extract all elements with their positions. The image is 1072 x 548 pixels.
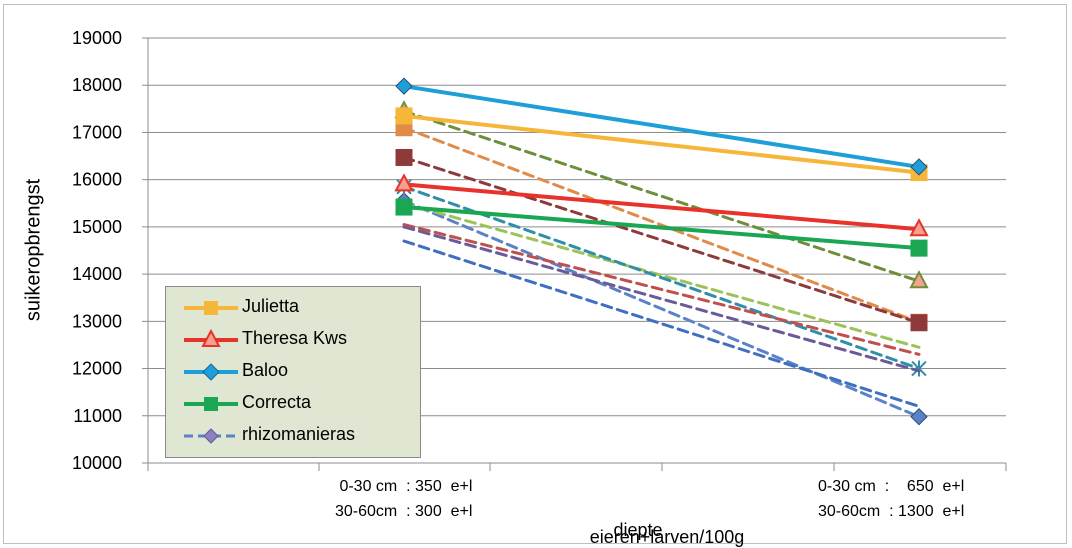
y-tick-label: 16000 (72, 170, 122, 190)
series-line-3 (402, 84, 921, 169)
x-axis-label-line2: eieren+larven/100g (589, 527, 745, 547)
legend-item-rhizomanieras: rhizomanieras (184, 420, 420, 452)
y-tick-label: 10000 (72, 453, 122, 473)
legend-label-julietta: Julietta (242, 296, 300, 316)
series-point-8-a (395, 148, 413, 166)
series-line-10 (402, 185, 921, 371)
chart-frame (3, 4, 1067, 544)
legend-swatch-correcta (184, 397, 238, 411)
series-line-1 (402, 113, 921, 175)
y-tick-label: 12000 (72, 359, 122, 379)
series-point-4-a (395, 198, 413, 216)
category-label-1-line1: 0-30 cm : 350 e+l (339, 478, 473, 495)
legend-label-correcta: Correcta (242, 392, 312, 412)
series-line-5 (402, 199, 921, 419)
legend-swatch-baloo (184, 363, 238, 381)
series-point-6-b (909, 270, 929, 289)
legend-label-rhizomanieras: rhizomanieras (242, 424, 356, 444)
series-line-6 (402, 109, 921, 283)
y-tick-label: 18000 (72, 75, 122, 95)
series-line-8 (402, 155, 921, 325)
series-line-9 (402, 201, 921, 349)
series-point-2-b (909, 218, 929, 237)
x-axis-label-line1: diepte (613, 520, 663, 540)
legend-label-theresa-kws: Theresa Kws (242, 328, 348, 348)
series-line-13 (402, 239, 921, 408)
y-tick-label: 14000 (72, 264, 122, 284)
series-point-2-a (394, 173, 414, 192)
category-label-1-line2: 30-60cm : 300 e+l (335, 503, 473, 520)
series-point-8-b (910, 314, 928, 332)
y-tick-label: 17000 (72, 122, 122, 142)
y-tick-label: 11000 (73, 406, 122, 426)
series-line-7 (402, 126, 921, 324)
series-line-11 (402, 223, 921, 356)
legend-swatch-rhizomanieras (184, 428, 238, 444)
legend-item-theresa-kws: Theresa Kws (184, 324, 420, 356)
category-label-2: 0-30 cm : 650 e+l 30-60cm : 1300 e+l (818, 474, 964, 524)
series-point-3-b (910, 158, 928, 176)
category-label-2-line1: 0-30 cm : 650 e+l (818, 478, 965, 495)
y-tick-label: 19000 (72, 28, 122, 48)
legend-swatch-theresa-kws (184, 328, 238, 347)
legend-item-julietta: Julietta (184, 292, 420, 324)
y-tick-label: 13000 (72, 311, 122, 331)
series-point-10-b (911, 360, 927, 377)
legend-item-baloo: Baloo (184, 356, 420, 388)
series-line-2 (402, 182, 921, 232)
y-axis-label: suikeropbrengst (22, 178, 45, 322)
series-point-3-a (395, 77, 413, 95)
legend-label-baloo: Baloo (242, 360, 289, 380)
y-tick-label: 15000 (72, 217, 122, 237)
series-point-5-b (910, 408, 928, 426)
legend: Julietta Theresa Kws Baloo Correcta rhiz… (165, 286, 421, 458)
series-point-4-b (910, 239, 928, 257)
series-line-4 (402, 205, 921, 251)
series-line-12 (402, 225, 921, 373)
legend-item-correcta: Correcta (184, 388, 420, 420)
category-label-2-line2: 30-60cm : 1300 e+l (818, 503, 965, 520)
category-label-1: 0-30 cm : 350 e+l 30-60cm : 300 e+l (335, 474, 472, 524)
legend-swatch-julietta (184, 301, 238, 315)
series-point-1-a (395, 107, 413, 125)
